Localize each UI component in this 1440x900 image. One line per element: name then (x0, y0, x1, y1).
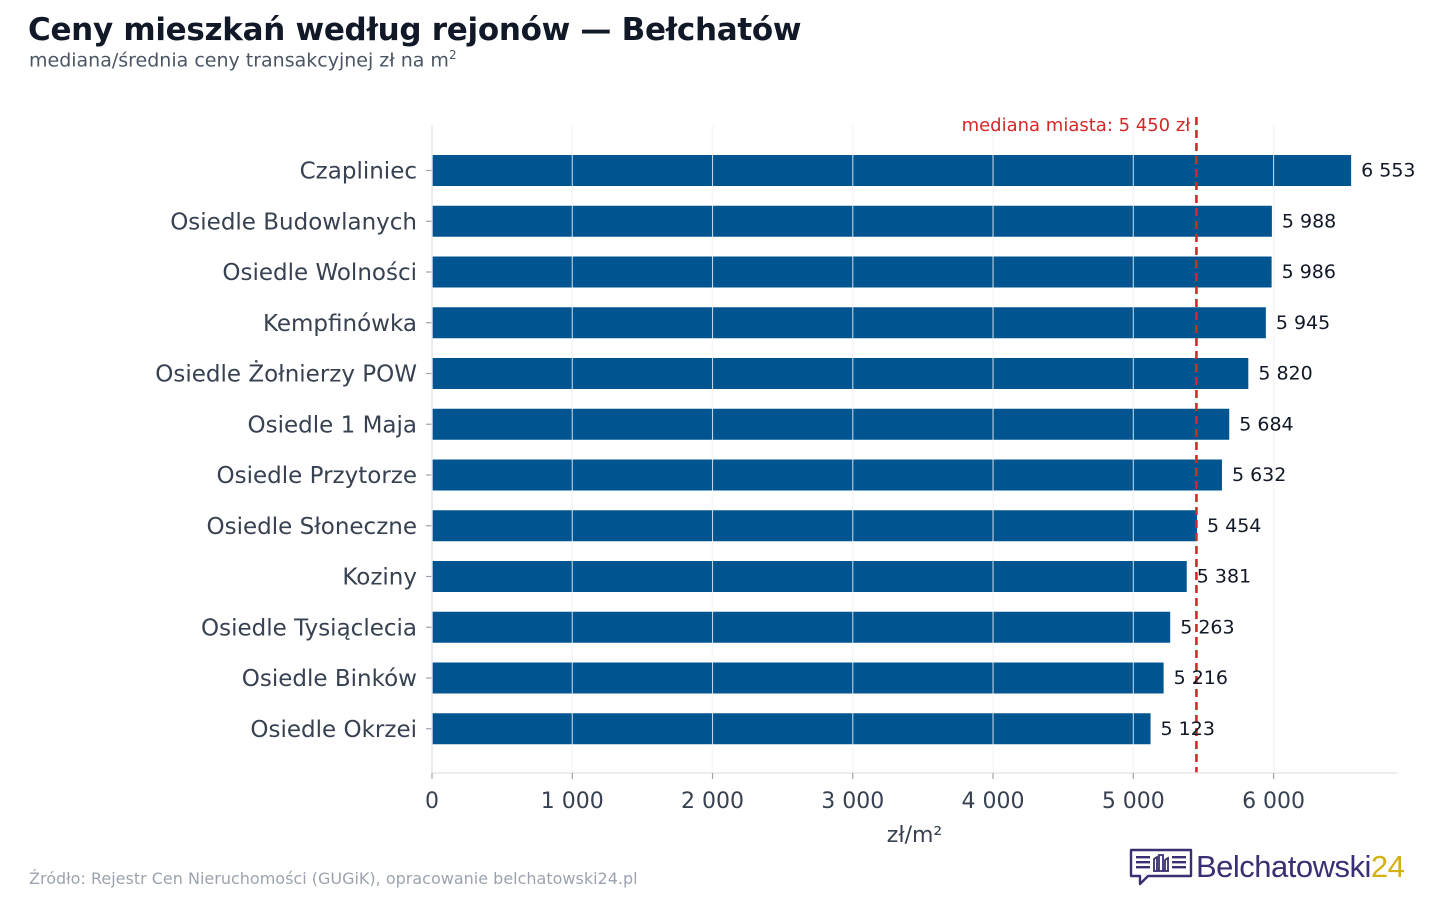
bar-value-label: 5 820 (1258, 363, 1312, 385)
category-label: Osiedle Okrzei (250, 717, 417, 743)
chart-subtitle-text: mediana/średnia ceny transakcyjnej zł na… (29, 49, 449, 72)
bar-value-label: 5 216 (1174, 667, 1228, 689)
x-tick-label: 0 (425, 789, 439, 814)
category-label: Osiedle Binków (242, 666, 417, 692)
bar-value-label: 6 553 (1361, 160, 1415, 182)
bar-value-label: 5 263 (1180, 616, 1234, 638)
x-tick-label: 4 000 (962, 789, 1025, 814)
chart-subtitle-superscript: 2 (448, 48, 457, 62)
category-label: Osiedle 1 Maja (248, 412, 417, 438)
x-tick-label: 3 000 (821, 789, 884, 814)
bar (432, 307, 1266, 339)
bar (432, 713, 1151, 745)
reference-line-group: mediana miasta: 5 450 zł (962, 115, 1198, 773)
logo-text-accent: 24 (1370, 849, 1405, 884)
x-axis-title: zł/m² (887, 823, 942, 848)
x-tick-label: 5 000 (1102, 789, 1165, 814)
bar (432, 662, 1164, 694)
bar (432, 459, 1222, 491)
category-label: Osiedle Słoneczne (207, 514, 417, 540)
category-label: Koziny (342, 565, 417, 591)
category-label: Osiedle Wolności (222, 260, 417, 286)
axes: Czapliniec Osiedle Budowlanych Osiedle Wol… (155, 125, 1397, 848)
vertical-grid-over-bars (571, 125, 1275, 773)
value-labels: 6 553 5 988 5 986 5 945 5 820 5 684 5 632 5 454… (1161, 160, 1416, 740)
bar (432, 205, 1272, 237)
bar (432, 358, 1249, 389)
x-tick-label: 1 000 (541, 789, 604, 814)
bars (432, 155, 1352, 745)
bar (432, 155, 1352, 186)
newspaper-speech-bubble-icon (1129, 848, 1193, 886)
reference-line-label: mediana miasta: 5 450 zł (962, 115, 1192, 136)
bar (432, 561, 1187, 592)
bar-value-label: 5 632 (1232, 464, 1286, 486)
bar-value-label: 5 381 (1197, 566, 1251, 588)
logo-text-main: Belchatowski (1196, 849, 1371, 884)
bar-value-label: 5 454 (1207, 515, 1261, 537)
bar-value-label: 5 988 (1282, 210, 1336, 232)
bar (432, 611, 1171, 643)
x-tick-label: 2 000 (681, 789, 744, 814)
category-label: Osiedle Budowlanych (170, 209, 417, 235)
category-label: Osiedle Tysiąclecia (201, 615, 417, 641)
category-label: Osiedle Żołnierzy POW (155, 360, 417, 388)
bar-value-label: 5 986 (1282, 261, 1336, 283)
bar (432, 408, 1230, 440)
bar (432, 510, 1197, 542)
x-tick-label: 6 000 (1242, 789, 1305, 814)
brand-logo[interactable]: Belchatowski24 (1128, 846, 1418, 888)
category-label: Kempfinówka (263, 311, 417, 337)
bar-value-label: 5 945 (1276, 312, 1330, 334)
chart-title: Ceny mieszkań według rejonów — Bełchatów (28, 12, 802, 48)
logo-wordmark: Belchatowski24 (1196, 849, 1405, 885)
category-label: Czapliniec (300, 159, 417, 185)
bar-value-label: 5 684 (1239, 413, 1293, 435)
chart-subtitle: mediana/średnia ceny transakcyjnej zł na… (29, 48, 457, 71)
bar (432, 256, 1272, 288)
category-label: Osiedle Przytorze (217, 463, 417, 489)
bar-value-label: 5 123 (1161, 718, 1215, 740)
source-note: Źródło: Rejestr Cen Nieruchomości (GUGiK… (29, 869, 638, 888)
